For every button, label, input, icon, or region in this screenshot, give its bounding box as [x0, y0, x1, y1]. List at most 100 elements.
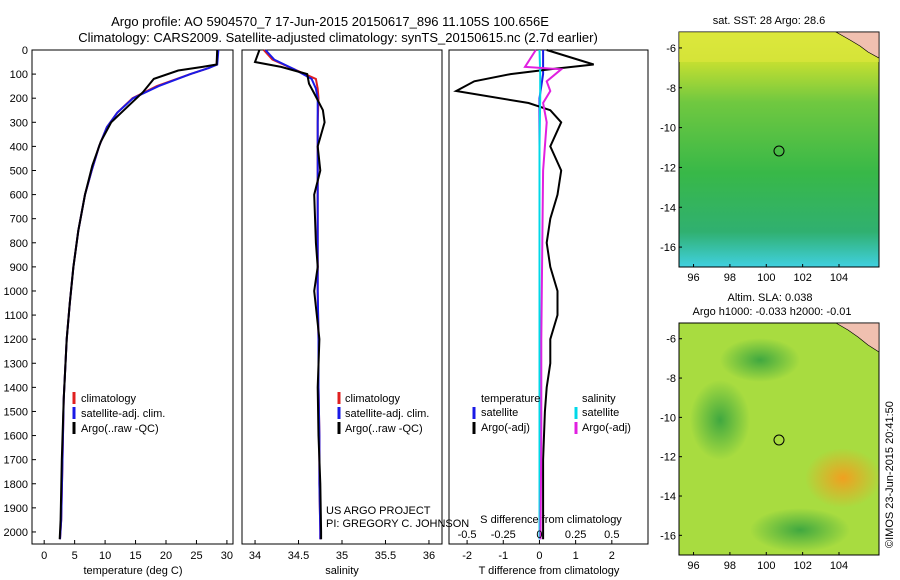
series-line-climatology: [59, 49, 219, 540]
map-y-tick-label: -16: [660, 530, 676, 542]
legend-label: satellite: [582, 407, 619, 419]
x-tick-label: -1: [498, 550, 508, 562]
map-x-tick-label: 104: [830, 272, 848, 284]
x-tick-label: 2: [609, 550, 615, 562]
header-line2: Climatology: CARS2009. Satellite-adjuste…: [78, 30, 598, 45]
x-tick-label: 0: [536, 550, 542, 562]
legend-label: climatology: [345, 393, 401, 405]
series-line-s-satellite: [538, 49, 542, 540]
depth-tick-label: 200: [10, 93, 28, 105]
x-tick-label: 34: [249, 550, 261, 562]
map-x-tick-label: 96: [687, 560, 699, 572]
s-tick-label: 0.25: [565, 529, 586, 541]
depth-axis: 0 100 200 300 400 500 600 700 800 900 1000 1100 1200…: [4, 45, 36, 539]
sst-map-x-axis: 96 98 100 102 104: [687, 264, 848, 284]
series-line-climatology: [262, 49, 322, 540]
x-tick-label: 35.5: [375, 550, 396, 562]
s-tick-label: -0.5: [458, 529, 477, 541]
depth-tick-label: 1800: [4, 479, 28, 491]
map-x-tick-label: 102: [793, 560, 811, 572]
legend-label: climatology: [81, 393, 137, 405]
temperature-series: [58, 49, 220, 540]
x-tick-label: 0: [41, 550, 47, 562]
sla-low-patch: [690, 380, 750, 460]
depth-tick-label: 0: [22, 45, 28, 57]
depth-tick-label: 1400: [4, 382, 28, 394]
sst-map: 96 98 100 102 104 -6 -8 -10 -12 -14 -16: [660, 31, 880, 284]
sla-map: 96 98 100 102 104 -6 -8 -10 -12 -14 -16: [660, 322, 881, 572]
sst-map-field: [678, 31, 880, 268]
legend-label: Argo(..raw -QC): [81, 423, 159, 435]
map-x-tick-label: 104: [830, 560, 848, 572]
x-tick-label: 15: [129, 550, 141, 562]
depth-tick-label: 500: [10, 165, 28, 177]
legend-label: satellite-adj. clim.: [345, 408, 429, 420]
series-line-satellite-adj-clim-: [59, 49, 220, 540]
salinity-xlabel: salinity: [325, 565, 359, 577]
map-y-tick-label: -10: [660, 123, 676, 135]
depth-tick-label: 1100: [4, 310, 28, 322]
temperature-xlabel: temperature (deg C): [83, 565, 182, 577]
depth-tick-label: 1000: [4, 286, 28, 298]
map-y-tick-label: -6: [666, 43, 676, 55]
argo-position-marker: [773, 434, 785, 446]
x-tick-label: 30: [221, 550, 233, 562]
imos-timestamp: ©IMOS 23-Jun-2015 20:41:50: [884, 401, 896, 548]
temperature-panel: [31, 49, 234, 545]
series-line-t-argo-adj-: [453, 49, 594, 540]
map-y-tick-label: -16: [660, 242, 676, 254]
salinity-panel: [241, 49, 443, 545]
header-line1: Argo profile: AO 5904570_7 17-Jun-2015 2…: [111, 14, 549, 29]
map-x-tick-label: 100: [757, 272, 775, 284]
map-y-tick-label: -12: [660, 162, 676, 174]
map-x-tick-label: 98: [724, 560, 736, 572]
salinity-difference-axis: -0.5 -0.25 0 0.25 0.5: [458, 529, 620, 541]
depth-tick-label: 2000: [4, 527, 28, 539]
sla-map-x-axis: 96 98 100 102 104: [687, 552, 848, 572]
legend-label: satellite: [481, 407, 518, 419]
salinity-x-axis: 34 34.5 35 35.5 36: [249, 540, 435, 562]
map-y-tick-label: -14: [660, 202, 676, 214]
map-y-tick-label: -10: [660, 412, 676, 424]
s-tick-label: 0: [536, 529, 542, 541]
series-line-argo-raw-qc-: [58, 49, 219, 540]
legend-label: Argo(-adj): [582, 422, 631, 434]
map-y-tick-label: -8: [666, 373, 676, 385]
s-tick-label: 0.5: [604, 529, 619, 541]
map-y-tick-label: -12: [660, 452, 676, 464]
depth-tick-label: 400: [10, 141, 28, 153]
x-tick-label: 5: [72, 550, 78, 562]
difference-panel: [448, 49, 649, 545]
temperature-x-axis: 0 5 10 15 20 25 30: [41, 540, 233, 562]
land-sumatra: [834, 322, 880, 353]
series-line-argo-raw-qc-: [253, 49, 326, 540]
depth-tick-label: 300: [10, 117, 28, 129]
depth-tick-label: 900: [10, 262, 28, 274]
x-tick-label: 1: [573, 550, 579, 562]
map-x-tick-label: 96: [687, 272, 699, 284]
legend-label: Argo(-adj): [481, 422, 530, 434]
difference-x-axis: -2 -1 0 1 2: [462, 540, 615, 562]
depth-tick-label: 700: [10, 214, 28, 226]
series-line-s-argo-adj-: [523, 49, 564, 540]
sst-map-y-axis: -6 -8 -10 -12 -14 -16: [660, 43, 682, 254]
pi-label: PI: GREGORY C. JOHNSON: [326, 518, 469, 530]
land-sumatra: [834, 31, 880, 59]
depth-tick-label: 100: [10, 69, 28, 81]
x-tick-label: 35: [336, 550, 348, 562]
map-y-tick-label: -14: [660, 491, 676, 503]
depth-tick-label: 1200: [4, 334, 28, 346]
x-tick-label: -2: [462, 550, 472, 562]
salinity-legend: climatology satellite-adj. clim. Argo(..…: [337, 392, 429, 435]
series-line-satellite-adj-clim-: [264, 49, 322, 540]
project-label: US ARGO PROJECT: [326, 505, 431, 517]
argo-position-marker: [773, 145, 785, 157]
depth-tick-label: 600: [10, 190, 28, 202]
legend-label: satellite-adj. clim.: [81, 408, 165, 420]
x-tick-label: 34.5: [288, 550, 309, 562]
legend-label: Argo(..raw -QC): [345, 423, 423, 435]
map-y-tick-label: -8: [666, 83, 676, 95]
map-x-tick-label: 98: [724, 272, 736, 284]
map-y-tick-label: -6: [666, 334, 676, 346]
sst-map-title: sat. SST: 28 Argo: 28.6: [713, 15, 826, 27]
